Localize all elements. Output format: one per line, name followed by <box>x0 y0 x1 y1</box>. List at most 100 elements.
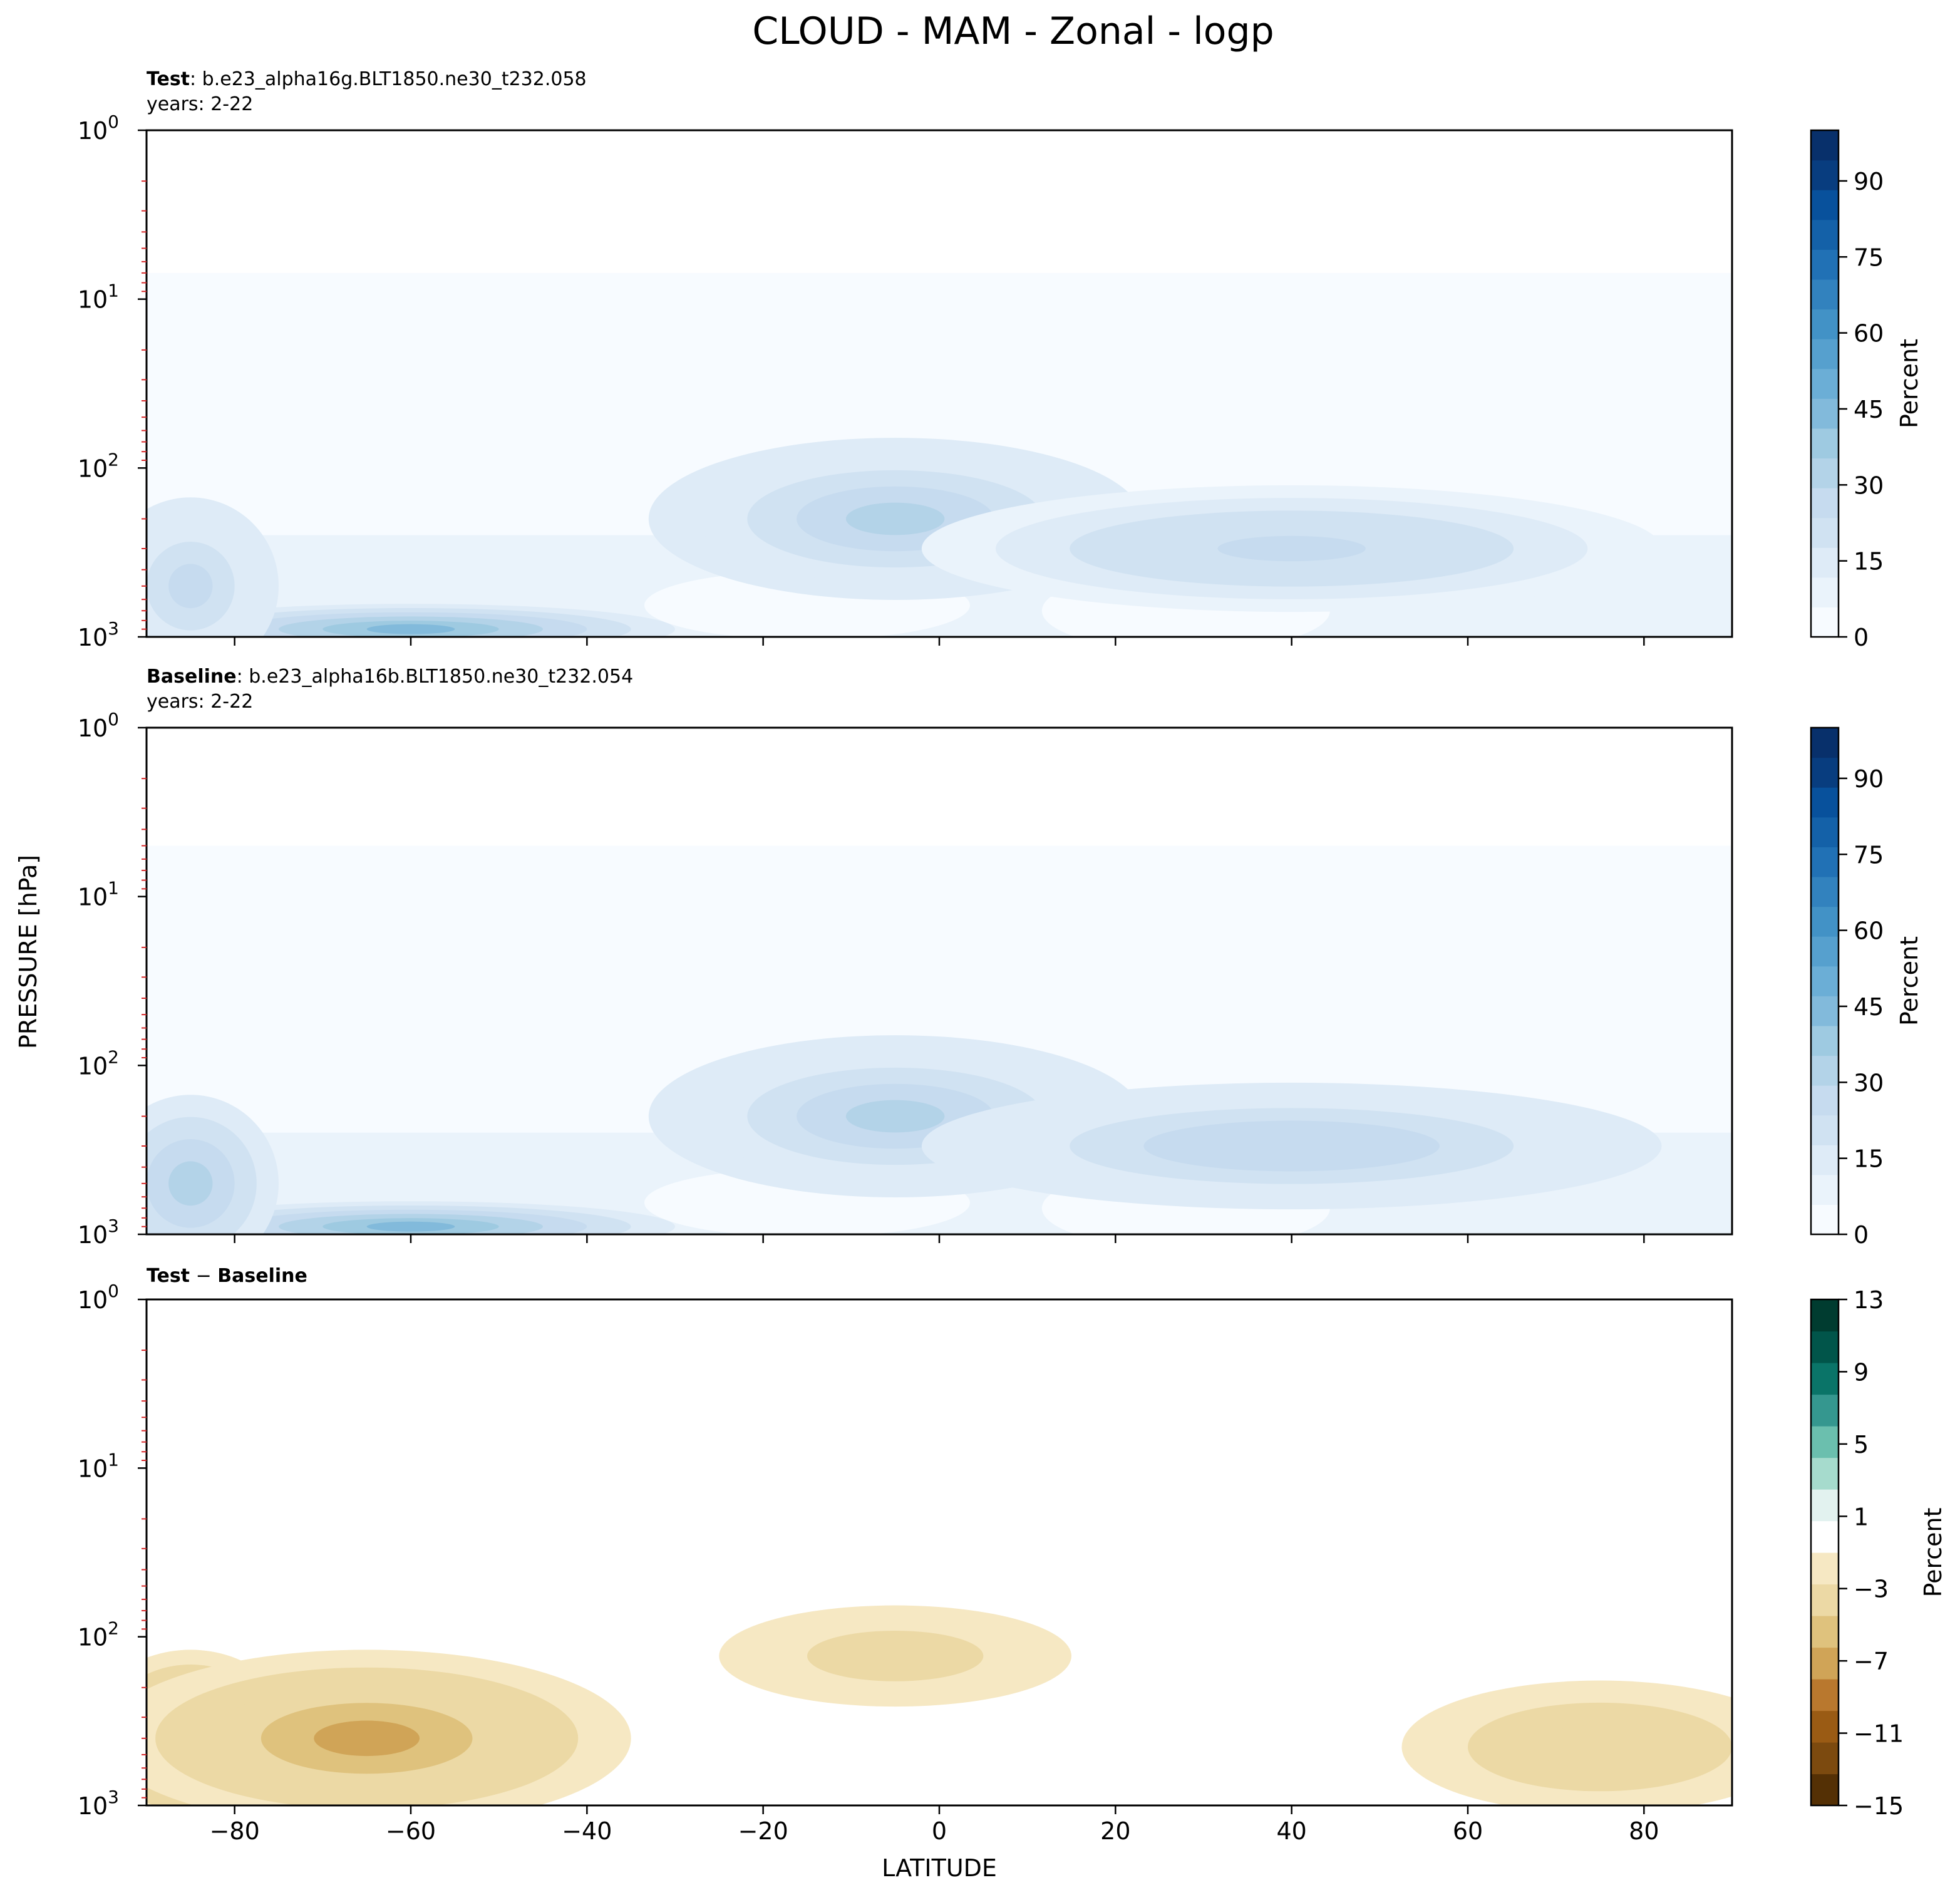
panel-label-bold: Test <box>147 1265 190 1287</box>
colorbar-level <box>1811 458 1839 488</box>
colorbar-tick-label: 45 <box>1854 993 1884 1021</box>
y-tick-exponent: 1 <box>108 878 119 899</box>
y-tick-exponent: 3 <box>108 618 119 639</box>
colorbar-level <box>1811 607 1839 638</box>
colorbar-label: Percent <box>1919 1508 1947 1598</box>
colorbar-frame <box>1810 129 1840 638</box>
colorbar-level <box>1811 547 1839 578</box>
colorbar-tick-label: 30 <box>1854 472 1884 499</box>
colorbar-tick-label: −3 <box>1854 1576 1889 1603</box>
arctic-negative-contour <box>1534 1725 1666 1769</box>
colorbar-level <box>1811 160 1839 190</box>
colorbar-level <box>1811 728 1839 758</box>
colorbar-tick-label: 0 <box>1854 1221 1869 1249</box>
colorbar-frame <box>1810 726 1840 1236</box>
colorbar-tick-label: 0 <box>1854 624 1869 651</box>
colorbar-level <box>1811 1521 1839 1553</box>
plot-area <box>147 1299 1732 1805</box>
panel-years: years: 2-22 <box>147 691 253 713</box>
colorbar-level <box>1811 488 1839 519</box>
colorbar-level <box>1811 190 1839 220</box>
colorbar-level <box>1811 1204 1839 1235</box>
southern-midlatitude-negative-contour <box>314 1720 420 1757</box>
upper-tropical-maximum-contour <box>845 502 945 535</box>
panel-label-text: : b.e23_alpha16b.BLT1850.ne30_t232.054 <box>237 666 634 688</box>
colorbar-tick-label: 90 <box>1854 765 1884 793</box>
colorbar-level <box>1811 398 1839 429</box>
colorbar-tick-label: −15 <box>1854 1792 1904 1820</box>
plot-area <box>147 130 1732 637</box>
shared-x-axis-label: LATITUDE <box>882 1854 997 1882</box>
colorbar-frame <box>1810 1298 1840 1807</box>
colorbar-level <box>1811 996 1839 1026</box>
colorbar-level <box>1811 847 1839 877</box>
colorbar-level <box>1811 1331 1839 1363</box>
colorbar-level <box>1811 577 1839 608</box>
southern-ocean-low-cloud-contour <box>366 1221 455 1232</box>
colorbar-level <box>1811 1394 1839 1427</box>
panel-label-bold: Baseline <box>217 1265 307 1287</box>
y-tick-exponent: 1 <box>108 281 119 301</box>
y-tick-exponent: 3 <box>108 1216 119 1236</box>
colorbar-tick-label: 9 <box>1854 1358 1869 1386</box>
colorbar-level <box>1811 368 1839 399</box>
colorbar-tick-label: 15 <box>1854 548 1884 576</box>
colorbar-level <box>1811 1647 1839 1680</box>
colorbar-tick-label: 1 <box>1854 1503 1869 1531</box>
x-tick-label: 40 <box>1276 1817 1306 1845</box>
colorbar-level <box>1811 1174 1839 1206</box>
colorbar-tick-label: −11 <box>1854 1720 1904 1748</box>
colorbar-level <box>1811 279 1839 310</box>
y-tick-label: 103 <box>78 618 119 651</box>
y-tick-exponent: 2 <box>108 449 119 470</box>
plot-area <box>147 728 1732 1234</box>
colorbar-level <box>1811 517 1839 548</box>
colorbar-level <box>1811 1025 1839 1056</box>
colorbar-tick-label: −7 <box>1854 1648 1889 1675</box>
y-tick-exponent: 2 <box>108 1046 119 1067</box>
colorbar-level <box>1811 1145 1839 1175</box>
colorbar-level <box>1811 1552 1839 1585</box>
polar-near-surface-contour <box>168 564 213 609</box>
y-tick-exponent: 0 <box>108 709 119 730</box>
y-tick-exponent: 0 <box>108 111 119 132</box>
colorbar-tick-label: 13 <box>1854 1286 1884 1314</box>
colorbar-tick-label: 45 <box>1854 396 1884 423</box>
colorbar-level <box>1811 1055 1839 1086</box>
panel-label-text: : b.e23_alpha16g.BLT1850.ne30_t232.058 <box>190 68 587 90</box>
polar-near-surface-contour <box>168 1161 213 1206</box>
y-tick-exponent: 2 <box>108 1618 119 1639</box>
colorbar-level <box>1811 309 1839 339</box>
colorbar-level <box>1811 339 1839 369</box>
colorbar-level <box>1811 1489 1839 1522</box>
panel-label: Test − Baseline <box>147 1265 307 1287</box>
colorbar-level <box>1811 1616 1839 1648</box>
colorbar-level <box>1811 249 1839 280</box>
y-tick-exponent: 3 <box>108 1787 119 1807</box>
colorbar-level <box>1811 1742 1839 1775</box>
southern-ocean-low-cloud-contour <box>366 624 455 634</box>
panel-label-text: − <box>190 1265 217 1287</box>
panel-years: years: 2-22 <box>147 93 253 115</box>
colorbar-level <box>1811 1426 1839 1459</box>
colorbar-tick-label: 30 <box>1854 1069 1884 1097</box>
colorbar-level <box>1811 817 1839 847</box>
x-tick-label: 60 <box>1453 1817 1483 1845</box>
colorbar-tick-label: 60 <box>1854 320 1884 348</box>
colorbar-level <box>1811 787 1839 818</box>
colorbar-tick-label: 15 <box>1854 1145 1884 1173</box>
panel-label: Baseline: b.e23_alpha16b.BLT1850.ne30_t2… <box>147 666 633 688</box>
colorbar-level <box>1811 130 1839 161</box>
colorbar-level <box>1811 876 1839 907</box>
colorbar-level <box>1811 757 1839 788</box>
colorbar-level <box>1811 966 1839 996</box>
y-tick-exponent: 0 <box>108 1281 119 1301</box>
x-tick-label: 80 <box>1629 1817 1659 1845</box>
colorbar-tick-label: 75 <box>1854 841 1884 869</box>
colorbar-tick-label: 60 <box>1854 917 1884 945</box>
colorbar-level <box>1811 1584 1839 1616</box>
